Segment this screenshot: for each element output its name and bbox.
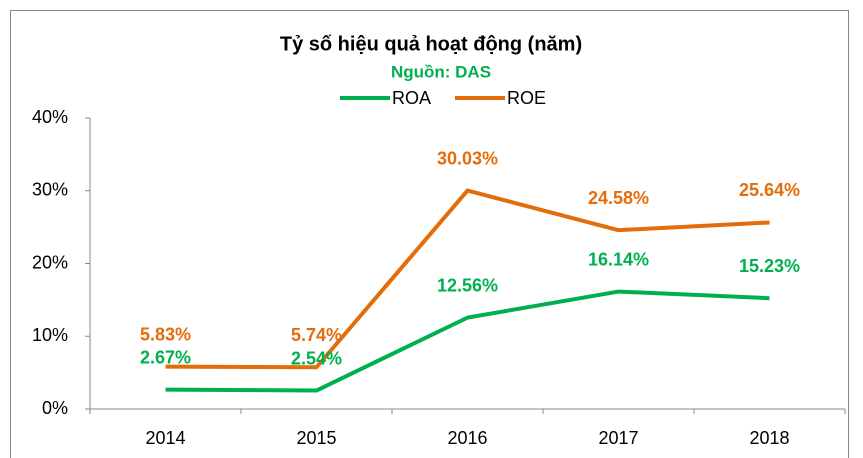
data-label: 30.03%: [437, 148, 498, 168]
legend-label: ROE: [507, 88, 546, 108]
data-label: 25.64%: [739, 180, 800, 200]
y-tick-label: 30%: [32, 180, 68, 200]
y-tick-label: 20%: [32, 252, 68, 272]
x-tick-label: 2014: [145, 428, 185, 448]
series-line: [165, 289, 770, 393]
data-label: 5.74%: [291, 325, 342, 345]
y-tick-label: 10%: [32, 325, 68, 345]
data-label: 24.58%: [588, 188, 649, 208]
y-tick-label: 0%: [42, 398, 68, 418]
legend-label: ROA: [392, 88, 431, 108]
chart-title: Tỷ số hiệu quả hoạt động (năm): [280, 33, 582, 55]
x-tick-label: 2015: [296, 428, 336, 448]
data-label: 16.14%: [588, 249, 649, 269]
chart-subtitle: Nguồn: DAS: [391, 62, 491, 81]
x-tick-label: 2018: [749, 428, 789, 448]
data-label: 2.67%: [140, 347, 191, 367]
y-tick-label: 40%: [32, 107, 68, 127]
x-tick-label: 2016: [447, 428, 487, 448]
series-line: [165, 188, 770, 370]
data-label: 5.83%: [140, 324, 191, 344]
data-label: 2.54%: [291, 348, 342, 368]
data-label: 15.23%: [739, 256, 800, 276]
data-label: 12.56%: [437, 275, 498, 295]
x-tick-label: 2017: [598, 428, 638, 448]
